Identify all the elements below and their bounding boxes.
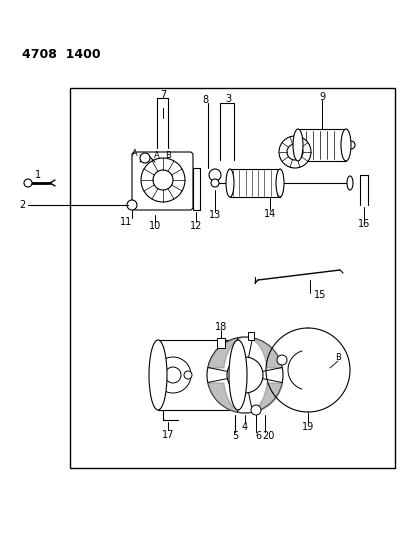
Text: B: B [335, 352, 341, 361]
Ellipse shape [276, 169, 284, 197]
Text: 8: 8 [202, 95, 208, 105]
Ellipse shape [341, 129, 351, 161]
Text: 15: 15 [314, 290, 326, 300]
Circle shape [127, 200, 137, 210]
Bar [70, 88, 395, 468]
Circle shape [141, 158, 185, 202]
Text: 4708  1400: 4708 1400 [22, 48, 101, 61]
Text: 19: 19 [302, 422, 314, 432]
Text: 14: 14 [264, 209, 276, 219]
Ellipse shape [229, 340, 247, 410]
Text: 2: 2 [19, 200, 25, 210]
Text: 12: 12 [190, 221, 202, 231]
Ellipse shape [149, 340, 167, 410]
Circle shape [155, 357, 191, 393]
Circle shape [287, 144, 303, 160]
Circle shape [24, 179, 32, 187]
Text: 13: 13 [209, 210, 221, 220]
Ellipse shape [293, 129, 303, 161]
Text: 6: 6 [255, 431, 261, 441]
Circle shape [211, 179, 219, 187]
Circle shape [153, 170, 173, 190]
Circle shape [184, 371, 192, 379]
Text: 4: 4 [242, 422, 248, 432]
Text: 1: 1 [35, 170, 41, 180]
Text: 10: 10 [149, 221, 161, 231]
Circle shape [279, 136, 311, 168]
Text: 11: 11 [120, 217, 132, 227]
Bar [217, 338, 225, 348]
Ellipse shape [347, 176, 353, 190]
Ellipse shape [226, 169, 234, 197]
Bar [230, 169, 280, 197]
Circle shape [140, 153, 150, 163]
Bar [248, 332, 254, 340]
Text: 7: 7 [160, 90, 166, 100]
Circle shape [207, 337, 283, 413]
Circle shape [251, 405, 261, 415]
Text: 5: 5 [232, 431, 238, 441]
Circle shape [227, 357, 263, 393]
Text: B: B [165, 150, 171, 159]
Circle shape [277, 355, 287, 365]
Text: 20: 20 [262, 431, 274, 441]
Text: 17: 17 [162, 430, 174, 440]
Text: A: A [132, 149, 138, 157]
Text: 18: 18 [215, 322, 227, 332]
FancyBboxPatch shape [132, 152, 193, 210]
Text: 16: 16 [358, 219, 370, 229]
Text: 3: 3 [225, 94, 231, 104]
Circle shape [165, 367, 181, 383]
Text: A: A [154, 150, 160, 159]
Circle shape [209, 169, 221, 181]
Text: 9: 9 [319, 92, 325, 102]
Bar [298, 129, 346, 161]
